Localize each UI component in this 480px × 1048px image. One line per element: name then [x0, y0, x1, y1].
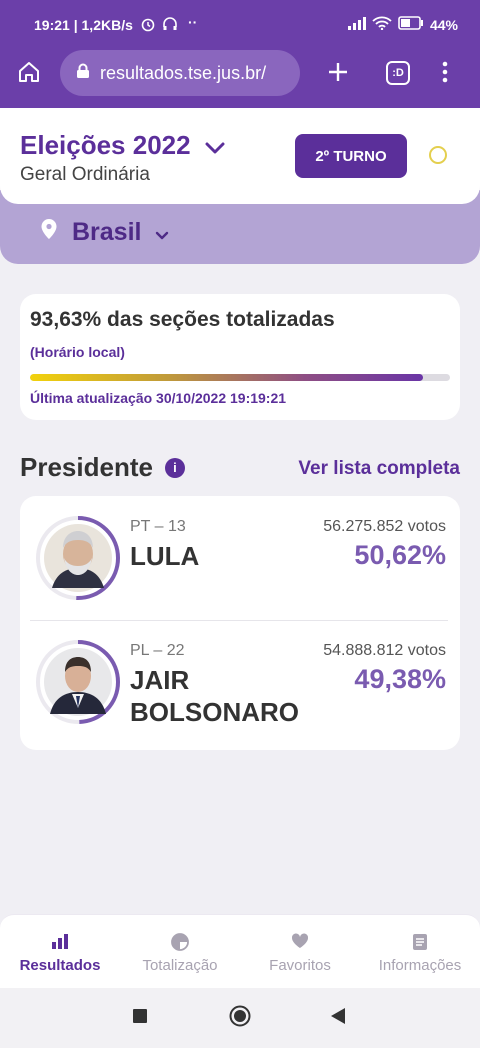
wifi-icon: [372, 16, 392, 33]
progress-fill: [30, 374, 424, 381]
election-title: Eleições 2022: [20, 130, 191, 160]
overflow-menu-icon[interactable]: [442, 61, 448, 88]
location-selector[interactable]: Brasil: [40, 218, 169, 247]
home-icon[interactable]: [17, 60, 41, 89]
tab-informacoes[interactable]: Informações: [360, 933, 480, 974]
map-pin-icon: [40, 218, 58, 247]
info-icon[interactable]: i: [164, 457, 185, 478]
system-navigation-bar: [0, 988, 480, 1048]
candidate-party: PL – 22: [130, 642, 185, 659]
section-title: Presidente: [20, 452, 153, 482]
status-indicator-icon: [429, 146, 447, 164]
lock-icon: [76, 63, 90, 84]
chevron-down-icon: [205, 130, 225, 161]
chevron-down-icon: [155, 218, 169, 247]
heart-icon: [240, 933, 360, 951]
election-subtitle: Geral Ordinária: [20, 164, 150, 185]
section-header: Presidente i: [20, 452, 185, 483]
tab-favoritos[interactable]: Favoritos: [240, 933, 360, 974]
signal-icon: [347, 16, 366, 33]
totalization-headline: 93,63% das seções totalizadas: [30, 308, 335, 331]
candidate-row[interactable]: PL – 22 JAIR BOLSONARO 54.888.812 votos …: [20, 636, 460, 746]
tab-label: Informações: [378, 957, 462, 974]
candidate-name: LULA: [130, 541, 200, 571]
divider: [30, 620, 448, 621]
last-update: Última atualização 30/10/2022 19:19:21: [30, 390, 287, 406]
tab-label: Resultados: [19, 957, 101, 974]
clock: 19:21 | 1,2KB/s: [34, 17, 133, 33]
candidate-photo-bolsonaro: [36, 640, 120, 724]
bar-chart-icon: [0, 933, 120, 951]
home-circle-icon[interactable]: [229, 1005, 251, 1032]
status-bar: 19:21 | 1,2KB/s ·· 44%: [0, 0, 480, 48]
url-text: resultados.tse.jus.br/: [100, 62, 267, 83]
candidates-card: PT – 13 LULA 56.275.852 votos 50,62% PL …: [20, 496, 460, 750]
status-right: 44%: [347, 16, 458, 33]
candidate-name: JAIR BOLSONARO: [130, 665, 299, 727]
tab-resultados[interactable]: Resultados: [0, 933, 120, 974]
election-header: Eleições 2022 Geral Ordinária 2º TURNO: [0, 108, 480, 204]
local-time-note: (Horário local): [30, 344, 125, 360]
progress-bar: [30, 374, 450, 381]
candidate-votes: 56.275.852 votos: [323, 518, 446, 535]
election-selector[interactable]: Eleições 2022: [20, 130, 225, 161]
candidate-row[interactable]: PT – 13 LULA 56.275.852 votos 50,62%: [20, 512, 460, 618]
headset-icon: [162, 16, 178, 35]
tabs-switcher-icon[interactable]: :D: [386, 61, 410, 85]
candidate-percent: 50,62%: [354, 540, 446, 570]
tab-label: Totalização: [142, 957, 218, 974]
candidate-party: PT – 13: [130, 518, 186, 535]
new-tab-plus-icon[interactable]: [327, 61, 349, 88]
pie-icon: [120, 933, 240, 951]
candidate-photo-lula: [36, 516, 120, 600]
tab-totalizacao[interactable]: Totalização: [120, 933, 240, 974]
back-triangle-icon[interactable]: [330, 1007, 346, 1030]
browser-chrome: 19:21 | 1,2KB/s ·· 44%: [0, 0, 480, 108]
url-bar-area: resultados.tse.jus.br/ :D: [0, 48, 480, 100]
bottom-navigation: Resultados Totalização Favoritos Informa…: [0, 914, 480, 988]
location-label: Brasil: [72, 218, 142, 246]
tab-label: Favoritos: [269, 957, 331, 974]
see-full-list-link[interactable]: Ver lista completa: [298, 458, 460, 479]
recents-square-icon[interactable]: [132, 1008, 148, 1029]
battery-icon: [398, 16, 424, 33]
candidate-percent: 49,38%: [354, 664, 446, 694]
candidate-votes: 54.888.812 votos: [323, 642, 446, 659]
more-dots-icon: ··: [188, 14, 198, 30]
document-icon: [360, 933, 480, 951]
battery-level: 44%: [429, 16, 458, 33]
address-field[interactable]: resultados.tse.jus.br/: [60, 50, 300, 96]
totalization-card: 93,63% das seções totalizadas (Horário l…: [20, 294, 460, 420]
alarm-icon: [140, 16, 156, 35]
round-button[interactable]: 2º TURNO: [295, 134, 407, 178]
